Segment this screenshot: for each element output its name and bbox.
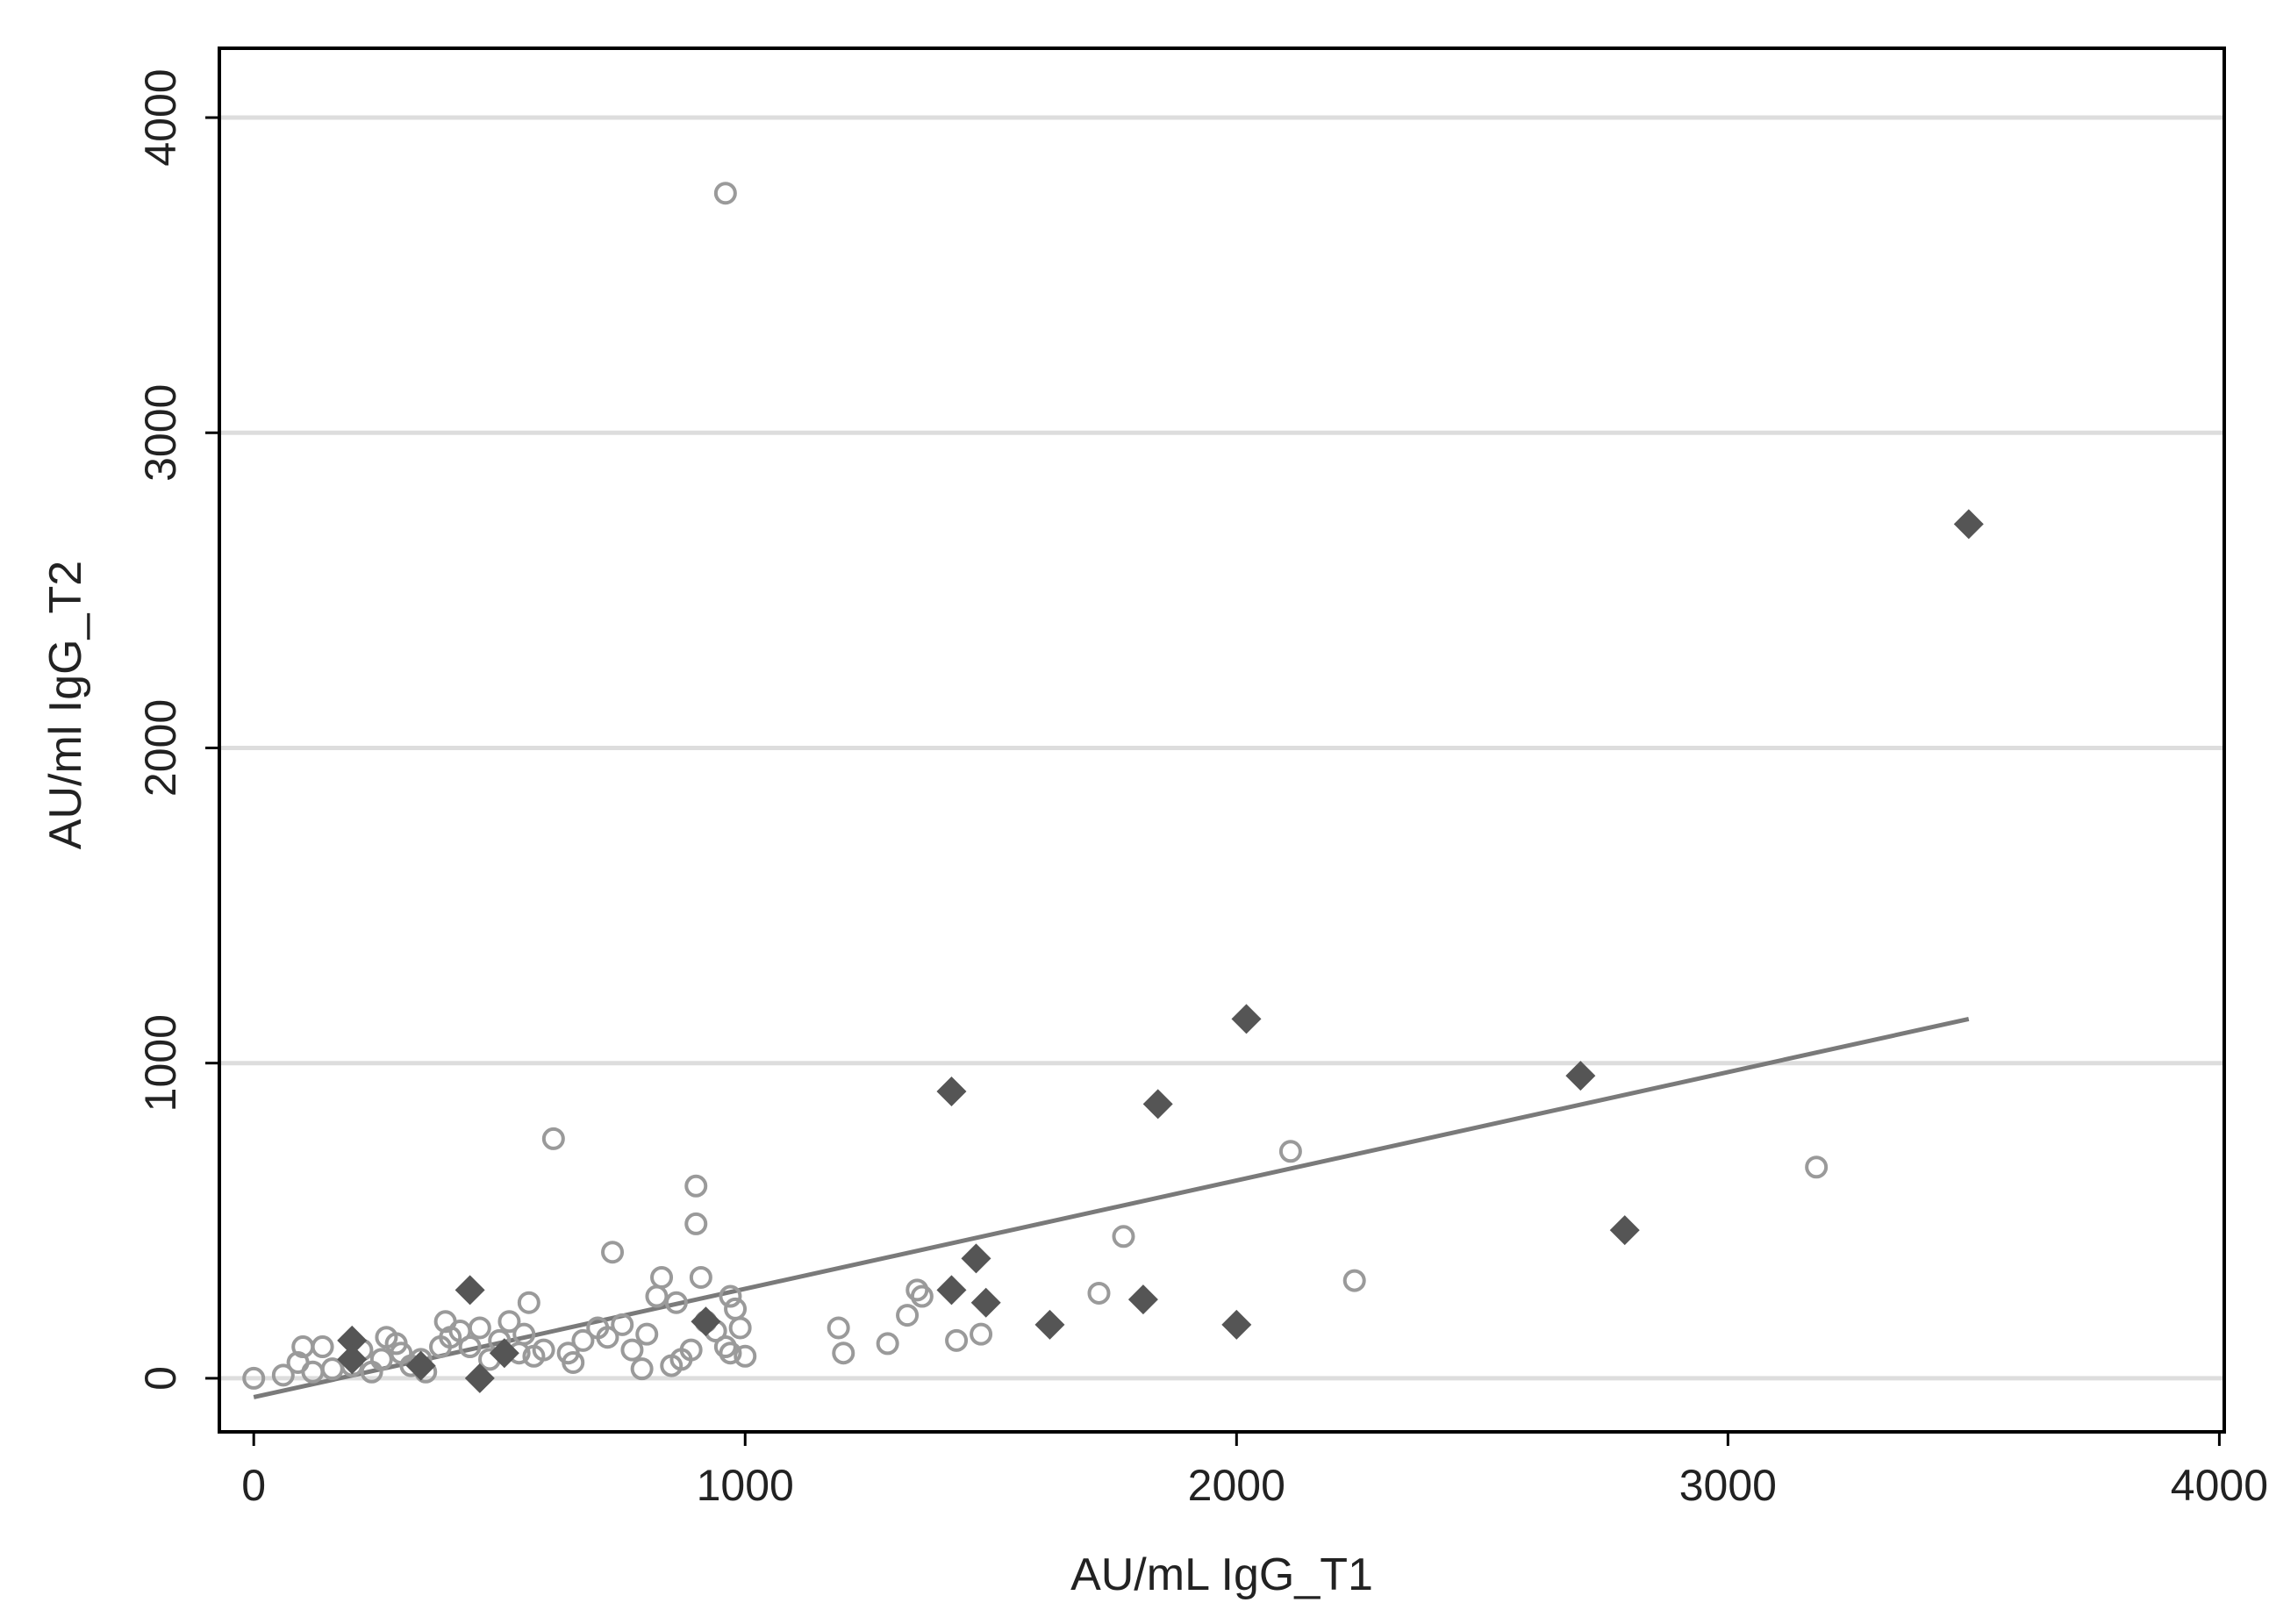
filled-diamond-point [337,1325,368,1356]
y-tick-label: 0 [136,1366,185,1391]
open-circle-point [832,1341,855,1365]
open-circle-point [945,1328,969,1352]
open-circle-point [596,1326,619,1349]
open-circle-point [910,1284,934,1308]
open-circle-point [512,1322,536,1346]
x-axis-label: AU/mL IgG_T1 [1070,1549,1373,1600]
open-circle-point [497,1310,521,1334]
filled-diamond-point [691,1306,721,1337]
open-circle-point [684,1212,708,1235]
open-circle-point [724,1297,748,1320]
fit-line [253,1016,1970,1399]
open-circle-point [689,1265,712,1289]
filled-diamond-point [489,1338,519,1369]
open-circle-point [517,1291,540,1314]
open-circle-point [876,1332,899,1356]
open-circle-point [458,1335,482,1359]
filled-diamond-point [1231,1004,1262,1034]
open-circle-point [650,1265,674,1289]
open-circle-point [905,1278,929,1302]
open-circle-point [291,1335,315,1359]
open-circle-point [271,1363,295,1387]
open-circle-point [1278,1140,1302,1163]
filled-diamond-series [337,509,1984,1393]
open-circle-point [562,1350,585,1374]
x-axis-ticks: 0 1000 2000 3000 4000 [241,1432,2268,1510]
open-circle-point [242,1366,266,1390]
open-circle-point [679,1338,703,1362]
y-tick-label: 4000 [136,68,185,166]
open-circle-point [1342,1269,1366,1292]
gridlines [219,115,2224,1381]
open-circle-point [532,1338,555,1362]
open-circle-point [827,1316,850,1340]
open-circle-point [1087,1281,1111,1305]
y-tick-label: 2000 [136,699,185,797]
open-circle-point [719,1341,742,1365]
open-circle-point [541,1127,565,1150]
filled-diamond-point [1127,1284,1158,1315]
open-circle-point [645,1284,669,1308]
filled-diamond-point [970,1287,1001,1318]
open-circle-point [1112,1225,1135,1248]
y-tick-label: 3000 [136,384,185,482]
open-circle-point [620,1338,644,1362]
y-axis-label: AU/ml IgG_T2 [40,561,91,849]
open-circle-point [369,1348,393,1371]
open-circle-point [896,1304,920,1327]
open-circle-point [684,1174,708,1198]
x-tick-label: 0 [241,1461,266,1510]
filled-diamond-point [464,1363,495,1393]
open-circle-point [601,1241,625,1264]
plot-frame [218,47,2226,1434]
open-circle-point [970,1322,993,1346]
filled-diamond-point [936,1275,967,1306]
filled-diamond-point [1142,1089,1173,1120]
filled-diamond-point [1221,1309,1252,1340]
filled-diamond-point [455,1275,485,1306]
open-circle-point [320,1357,344,1381]
open-circle-point [713,1335,737,1359]
filled-diamond-point [405,1350,436,1381]
x-tick-label: 1000 [697,1461,794,1510]
x-tick-label: 3000 [1679,1461,1777,1510]
filled-diamond-point [936,1077,967,1107]
open-circle-point [719,1284,742,1308]
open-circle-point [1805,1155,1829,1179]
filled-diamond-point [1034,1309,1065,1340]
filled-diamond-point [1953,509,1984,540]
open-circle-point [611,1313,634,1336]
open-circle-point [630,1357,654,1381]
y-tick-label: 1000 [136,1014,185,1112]
open-circle-point [571,1328,595,1352]
open-circle-point [311,1335,334,1359]
open-circle-point [728,1316,752,1340]
open-circle-point [734,1344,757,1368]
filled-diamond-point [961,1243,991,1274]
x-tick-label: 2000 [1188,1461,1285,1510]
fit-line-group [253,1016,1970,1399]
open-circle-point [468,1316,491,1340]
x-tick-label: 4000 [2171,1461,2268,1510]
open-circle-point [664,1291,688,1314]
filled-diamond-point [337,1344,368,1375]
open-circle-point [713,182,737,205]
filled-diamond-point [1565,1061,1596,1091]
open-circle-point [301,1360,325,1384]
filled-diamond-point [1609,1215,1640,1246]
y-axis-ticks: 0 1000 2000 3000 4000 [136,68,219,1391]
open-circle-point [635,1322,659,1346]
open-circle-series [242,182,1829,1390]
